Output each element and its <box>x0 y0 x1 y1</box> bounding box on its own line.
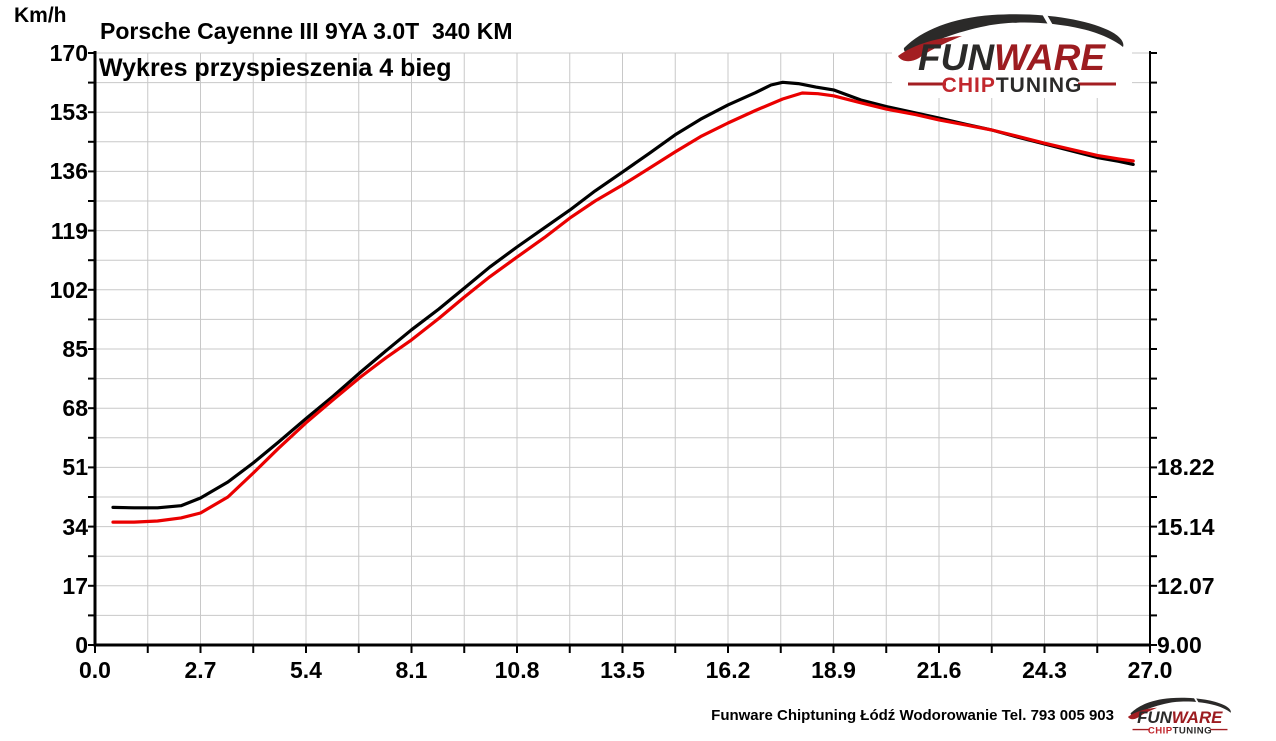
x-tick-label: 5.4 <box>290 657 322 683</box>
svg-text:FUNWARE: FUNWARE <box>1137 708 1223 727</box>
y-tick-label: 51 <box>62 454 88 481</box>
logo-text-fun: FUN <box>1137 708 1172 727</box>
logo-text-ware: WARE <box>994 37 1106 78</box>
y-tick-label: 153 <box>49 99 88 126</box>
funware-logo-small: FUNWARE CHIPTUNING <box>1127 695 1231 736</box>
chart-title: Porsche Cayenne III 9YA 3.0T 340 KM <box>100 18 513 44</box>
y-tick-label: 119 <box>50 217 88 244</box>
series-curve-run-red <box>111 91 1135 524</box>
y-tick-label: 85 <box>62 336 88 362</box>
right-axis-label: 15.14 <box>1157 513 1215 540</box>
x-tick-label: 0.0 <box>79 657 111 683</box>
footer-contact-text: Funware Chiptuning Łódź Wodorowanie Tel.… <box>711 706 1114 724</box>
car-front-red-swoosh-icon <box>898 36 962 62</box>
y-tick-label: 34 <box>62 513 88 540</box>
x-tick-label: 8.1 <box>395 657 428 683</box>
chart-subtitle: Wykres przyspieszenia 4 bieg <box>99 54 452 82</box>
funware-logo-large: FUNWARE CHIPTUNING <box>898 9 1124 97</box>
y-tick-label: 0 <box>75 632 88 658</box>
car-silhouette-icon <box>903 14 1124 54</box>
x-tick-label: 21.6 <box>916 657 962 683</box>
x-tick-label: 16.2 <box>705 657 751 683</box>
svg-text:FUNWARE: FUNWARE <box>918 37 1106 78</box>
x-tick-label: 27.0 <box>1127 657 1173 683</box>
logo-text-fun: FUN <box>918 37 995 78</box>
logo-text-ware: WARE <box>1172 708 1223 727</box>
right-axis-label: 12.07 <box>1157 572 1215 599</box>
y-tick-label: 17 <box>62 572 88 599</box>
footer: Funware Chiptuning Łódź Wodorowanie Tel.… <box>711 694 1236 736</box>
y-tick-label: 102 <box>49 276 88 303</box>
right-axis-label: 18.22 <box>1157 454 1215 481</box>
x-tick-label: 18.9 <box>811 657 856 683</box>
logo-text-chip: CHIP <box>942 74 996 97</box>
y-tick-label: 136 <box>49 158 88 185</box>
car-front-red-swoosh-icon <box>1127 707 1158 720</box>
x-tick-label: 2.7 <box>184 657 217 683</box>
car-silhouette-icon <box>1130 697 1231 716</box>
logo-text-chip: CHIP <box>1148 725 1173 736</box>
logo-text-tuning: TUNING <box>996 74 1083 97</box>
y-tick-label: 170 <box>49 40 88 66</box>
right-axis-label: 9.00 <box>1157 632 1202 658</box>
svg-text:CHIPTUNING: CHIPTUNING <box>1148 725 1212 736</box>
svg-text:CHIPTUNING: CHIPTUNING <box>942 74 1083 97</box>
x-tick-label: 10.8 <box>494 657 540 683</box>
car-windshield-line <box>1192 695 1200 706</box>
funware-chiptuning-logo: FUNWARE CHIPTUNING <box>892 6 1132 98</box>
y-axis-unit-label: Km/h <box>14 4 67 27</box>
logo-text-tuning: TUNING <box>1173 725 1212 736</box>
series-curve-run-black <box>111 80 1135 510</box>
y-tick-label: 68 <box>62 395 88 422</box>
car-windshield-line <box>1040 9 1056 32</box>
x-tick-label: 13.5 <box>600 657 645 683</box>
x-tick-label: 24.3 <box>1022 657 1067 683</box>
